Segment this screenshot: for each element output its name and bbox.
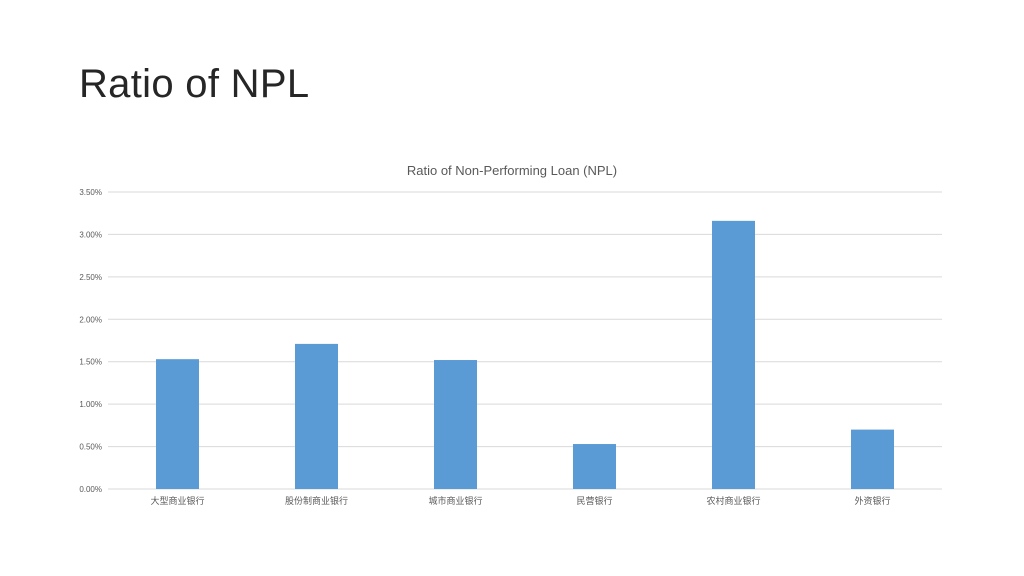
bars (156, 220, 894, 489)
x-category-label: 股份制商业银行 (285, 495, 348, 507)
x-category-label: 外资银行 (854, 495, 890, 507)
y-axis-tick-labels: 0.00% 0.50% 1.00% 1.50% 2.00% 2.50% 3.00% 3.50% (79, 188, 102, 494)
gridlines (108, 191, 942, 490)
x-axis-category-labels: 大型商业银行 股份制商业银行 城市商业银行 民营银行 农村商业银行 外资银行 (150, 495, 890, 507)
bar (156, 359, 199, 489)
y-tick-label: 1.50% (79, 358, 102, 367)
bar (712, 220, 755, 489)
bar (434, 360, 477, 489)
y-tick-label: 1.00% (79, 400, 102, 409)
x-category-label: 城市商业银行 (428, 495, 482, 507)
bar (295, 343, 338, 489)
y-tick-label: 0.50% (79, 443, 102, 452)
bar (573, 444, 616, 489)
slide-title: Ratio of NPL (79, 62, 310, 106)
x-category-label: 民营银行 (576, 495, 612, 507)
bar (851, 429, 894, 489)
x-category-label: 大型商业银行 (150, 495, 204, 507)
chart-title: Ratio of Non-Performing Loan (NPL) (407, 163, 617, 178)
x-category-label: 农村商业银行 (706, 495, 760, 507)
y-tick-label: 3.00% (79, 230, 102, 239)
y-tick-label: 2.50% (79, 273, 102, 282)
y-tick-label: 2.00% (79, 315, 102, 324)
y-tick-label: 3.50% (79, 188, 102, 197)
y-tick-label: 0.00% (79, 485, 102, 494)
